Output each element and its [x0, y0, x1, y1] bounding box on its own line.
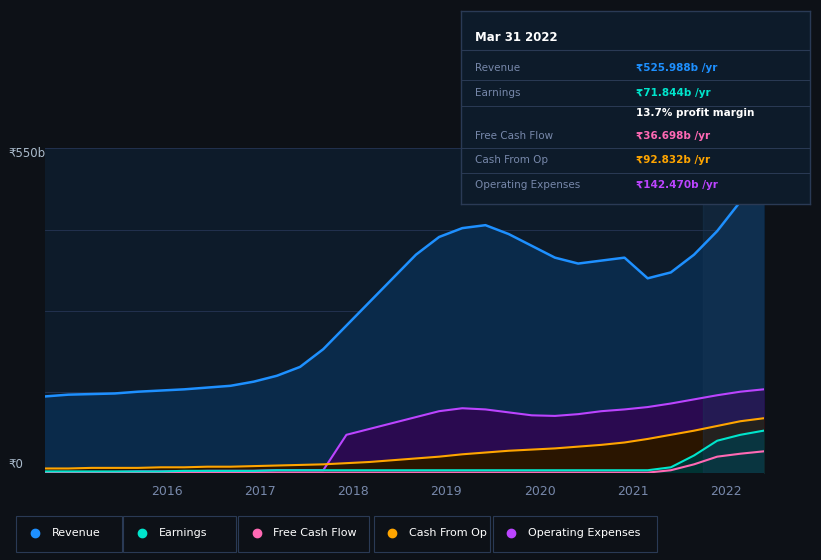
Text: Operating Expenses: Operating Expenses: [475, 180, 580, 190]
Text: Earnings: Earnings: [158, 529, 207, 538]
Text: ₹550b: ₹550b: [8, 147, 45, 160]
Text: Cash From Op: Cash From Op: [409, 529, 487, 538]
Bar: [703, 148, 764, 473]
Text: 2019: 2019: [430, 485, 462, 498]
Text: ₹92.832b /yr: ₹92.832b /yr: [636, 155, 710, 165]
Text: Cash From Op: Cash From Op: [475, 155, 548, 165]
Text: ₹525.988b /yr: ₹525.988b /yr: [636, 63, 718, 73]
Text: Revenue: Revenue: [52, 529, 100, 538]
Text: ₹71.844b /yr: ₹71.844b /yr: [636, 88, 710, 99]
Text: Operating Expenses: Operating Expenses: [528, 529, 640, 538]
Text: 2020: 2020: [524, 485, 556, 498]
Text: ₹36.698b /yr: ₹36.698b /yr: [636, 131, 710, 141]
Text: Revenue: Revenue: [475, 63, 521, 73]
Text: 2021: 2021: [617, 485, 649, 498]
Text: ₹142.470b /yr: ₹142.470b /yr: [636, 180, 718, 190]
Text: Free Cash Flow: Free Cash Flow: [273, 529, 357, 538]
Text: ₹0: ₹0: [8, 458, 23, 470]
Text: 2022: 2022: [710, 485, 742, 498]
Text: 2017: 2017: [244, 485, 276, 498]
Text: Mar 31 2022: Mar 31 2022: [475, 30, 558, 44]
Text: Earnings: Earnings: [475, 88, 521, 99]
Text: 13.7% profit margin: 13.7% profit margin: [636, 108, 754, 118]
Text: 2016: 2016: [150, 485, 182, 498]
Text: 2018: 2018: [337, 485, 369, 498]
Text: Free Cash Flow: Free Cash Flow: [475, 131, 553, 141]
